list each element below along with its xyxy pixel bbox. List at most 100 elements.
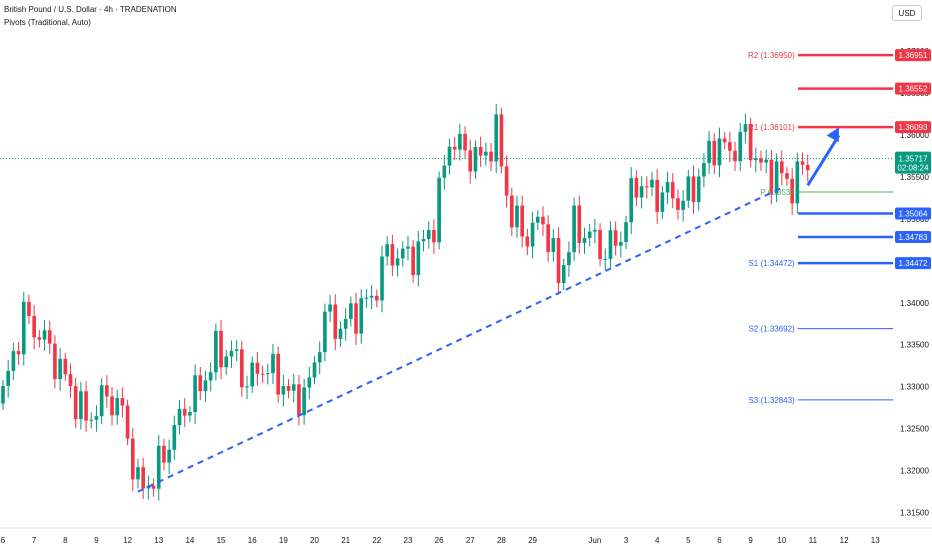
- candle-body: [125, 405, 130, 439]
- candle-body: [644, 186, 649, 188]
- candle-body: [42, 330, 47, 340]
- x-tick-label: 14: [185, 536, 194, 545]
- price-badge-label: 1.35064: [899, 209, 928, 218]
- currency-button[interactable]: USD: [892, 5, 922, 21]
- x-tick-label: 6: [1, 536, 6, 545]
- price-badge: [895, 231, 931, 244]
- candle-body: [629, 178, 634, 223]
- candle-body: [478, 147, 483, 156]
- candle-body: [624, 222, 628, 243]
- candle-body: [598, 229, 602, 259]
- candle-body: [177, 408, 182, 426]
- candle-body: [224, 356, 229, 368]
- x-tick-label: 29: [528, 536, 537, 545]
- candle-body: [323, 311, 327, 353]
- candle-body: [390, 244, 395, 266]
- candle-body: [722, 138, 727, 143]
- candle-body: [198, 375, 203, 392]
- candle-body: [670, 182, 675, 199]
- candle-body: [47, 330, 52, 344]
- x-tick-label: 8: [63, 536, 68, 545]
- candle-body: [499, 114, 504, 167]
- candle-body: [406, 246, 410, 249]
- candle-body: [473, 147, 478, 172]
- candle-body: [63, 358, 68, 375]
- candle-body: [546, 224, 550, 252]
- x-tick-label: 6: [717, 536, 722, 545]
- candle-body: [265, 373, 270, 375]
- candle-body: [297, 384, 301, 416]
- candle-body: [141, 467, 145, 489]
- candle-body: [162, 445, 166, 463]
- candle-body: [437, 177, 441, 243]
- x-tick-label: Jun: [588, 536, 601, 545]
- candle-body: [702, 163, 706, 177]
- candle-body: [790, 178, 794, 204]
- candle-body: [660, 192, 665, 212]
- x-tick-label: 12: [840, 536, 849, 545]
- candle-body: [764, 159, 769, 163]
- candle-body: [11, 351, 16, 371]
- candle-body: [105, 385, 109, 397]
- price-badge-label: 1.36552: [899, 85, 928, 94]
- candle-body: [32, 315, 36, 338]
- x-tick-label: 28: [497, 536, 506, 545]
- current-price-label: 1.35717: [899, 155, 928, 164]
- x-tick-label: 11: [809, 536, 818, 545]
- x-tick-label: 9: [94, 536, 99, 545]
- candle-body: [561, 265, 566, 284]
- candle-body: [504, 166, 509, 196]
- candle-body: [738, 131, 743, 162]
- candle-body: [805, 164, 810, 171]
- candle-body: [800, 161, 805, 165]
- x-tick-label: 15: [217, 536, 226, 545]
- candle-body: [691, 176, 696, 203]
- x-tick-label: 16: [248, 536, 257, 545]
- candle-body: [151, 485, 156, 489]
- candle-body: [317, 352, 322, 363]
- candle-body: [556, 237, 561, 284]
- price-badge-label: 1.36093: [899, 123, 928, 132]
- candle-body: [489, 151, 493, 162]
- indicator-legend[interactable]: Pivots (Traditional, Auto): [4, 18, 91, 27]
- y-tick-label: 1.32000: [900, 467, 929, 476]
- candle-body: [172, 425, 177, 450]
- x-tick-label: 9: [748, 536, 753, 545]
- trendline: [137, 186, 783, 493]
- candle-body: [291, 384, 296, 391]
- candle-body: [73, 386, 78, 420]
- candle-body: [608, 230, 613, 259]
- pivot-label-p: P (1.3532: [760, 188, 795, 197]
- pivot-label-s2: S2 (1.33692): [748, 325, 795, 334]
- candle-body: [203, 380, 208, 392]
- price-badge: [895, 257, 931, 270]
- candle-body: [759, 158, 763, 163]
- candle-body: [426, 229, 431, 240]
- candle-body: [359, 298, 364, 334]
- x-tick-label: 12: [123, 536, 132, 545]
- candle-body: [380, 256, 384, 301]
- candle-body: [603, 258, 608, 260]
- candle-body: [234, 349, 239, 351]
- candle-body: [58, 358, 62, 380]
- candle-body: [520, 205, 525, 237]
- candle-body: [99, 385, 104, 417]
- candle-body: [302, 387, 306, 416]
- candle-body: [21, 301, 26, 355]
- price-badge: [895, 82, 931, 95]
- candle-body: [354, 303, 358, 334]
- candle-body: [120, 398, 125, 406]
- x-tick-label: 20: [310, 536, 319, 545]
- price-badge-label: 1.34783: [899, 233, 928, 242]
- candle-body: [219, 330, 223, 368]
- x-tick-label: 26: [435, 536, 444, 545]
- candle-body: [535, 216, 540, 223]
- candle-body: [707, 140, 711, 164]
- candle-body: [525, 236, 530, 247]
- price-badge: [895, 49, 931, 62]
- projection-arrow-head: [826, 127, 839, 143]
- candle-body: [343, 318, 348, 329]
- x-tick-label: 22: [372, 536, 381, 545]
- projection-arrow-shaft: [806, 134, 841, 187]
